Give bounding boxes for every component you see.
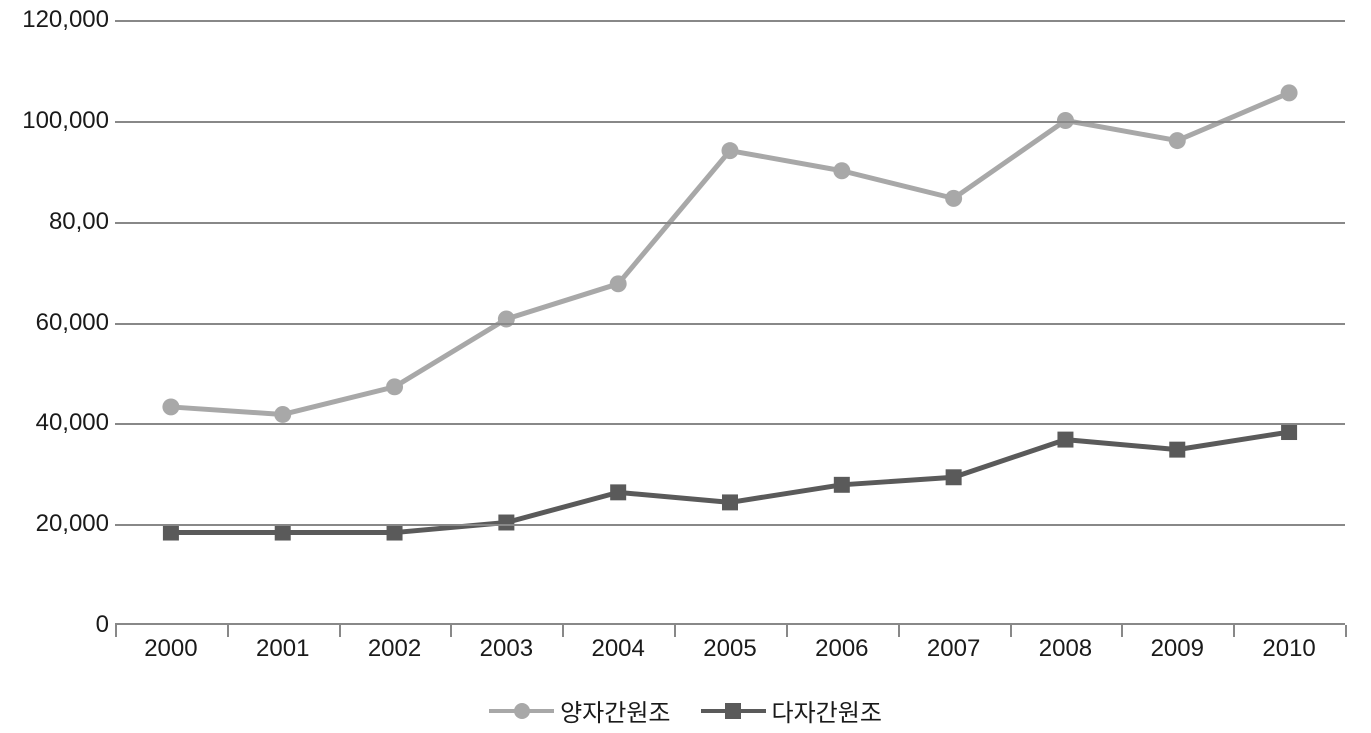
legend-item: 양자간원조 [489,693,670,728]
x-axis-label: 2003 [480,635,533,663]
legend-swatch [701,702,766,720]
legend: 양자간원조 다자간원조 [0,693,1371,728]
x-axis-label: 2010 [1262,635,1315,663]
y-axis-label: 120,000 [9,6,109,34]
chart-lines-svg [115,20,1345,623]
series-line [171,93,1289,415]
data-point-marker [274,406,291,423]
x-axis-label: 2008 [1039,635,1092,663]
data-point-marker [722,142,739,159]
x-axis-tick [674,625,676,637]
x-axis-tick [1233,625,1235,637]
x-axis-label: 2001 [256,635,309,663]
x-axis-label: 2009 [1151,635,1204,663]
x-axis-label: 2007 [927,635,980,663]
data-point-marker [945,190,962,207]
gridline [115,20,1345,22]
series-line [171,432,1289,533]
x-axis-label: 2005 [703,635,756,663]
data-point-marker [1169,442,1185,458]
data-point-marker [498,311,515,328]
data-point-marker [1057,432,1073,448]
legend-item: 다자간원조 [701,693,882,728]
data-point-marker [1281,84,1298,101]
line-chart: 양자간원조 다자간원조 0 20,000 40,000 60,000 80,00 100,0… [0,0,1371,733]
data-point-marker [386,378,403,395]
data-point-marker [1281,424,1297,440]
x-axis-tick [898,625,900,637]
legend-swatch [489,702,554,720]
x-axis-label: 2004 [591,635,644,663]
x-axis-tick [450,625,452,637]
x-axis-tick [1345,625,1347,637]
x-axis-tick [115,625,117,637]
gridline [115,222,1345,224]
x-axis-tick [562,625,564,637]
circle-marker-icon [514,703,530,719]
x-axis-label: 2002 [368,635,421,663]
y-axis-label: 20,000 [9,510,109,538]
square-marker-icon [725,703,741,719]
x-axis-tick [786,625,788,637]
plot-area [115,20,1345,625]
y-axis-label: 0 [9,611,109,639]
y-axis-label: 40,000 [9,409,109,437]
x-axis-label: 2006 [815,635,868,663]
x-axis-tick [1010,625,1012,637]
legend-label: 양자간원조 [560,693,670,728]
data-point-marker [275,525,291,541]
data-point-marker [722,494,738,510]
data-point-marker [1169,132,1186,149]
x-axis-tick [339,625,341,637]
data-point-marker [163,525,179,541]
y-axis-label: 80,00 [9,208,109,236]
x-axis-tick [1121,625,1123,637]
data-point-marker [610,484,626,500]
data-point-marker [834,477,850,493]
legend-label: 다자간원조 [772,693,882,728]
x-axis-label: 2000 [144,635,197,663]
y-axis-label: 60,000 [9,309,109,337]
data-point-marker [162,398,179,415]
data-point-marker [387,525,403,541]
data-point-marker [946,469,962,485]
data-point-marker [610,275,627,292]
gridline [115,323,1345,325]
data-point-marker [833,162,850,179]
gridline [115,121,1345,123]
gridline [115,524,1345,526]
x-axis-tick [227,625,229,637]
data-point-marker [498,515,514,531]
gridline [115,423,1345,425]
y-axis-label: 100,000 [9,107,109,135]
